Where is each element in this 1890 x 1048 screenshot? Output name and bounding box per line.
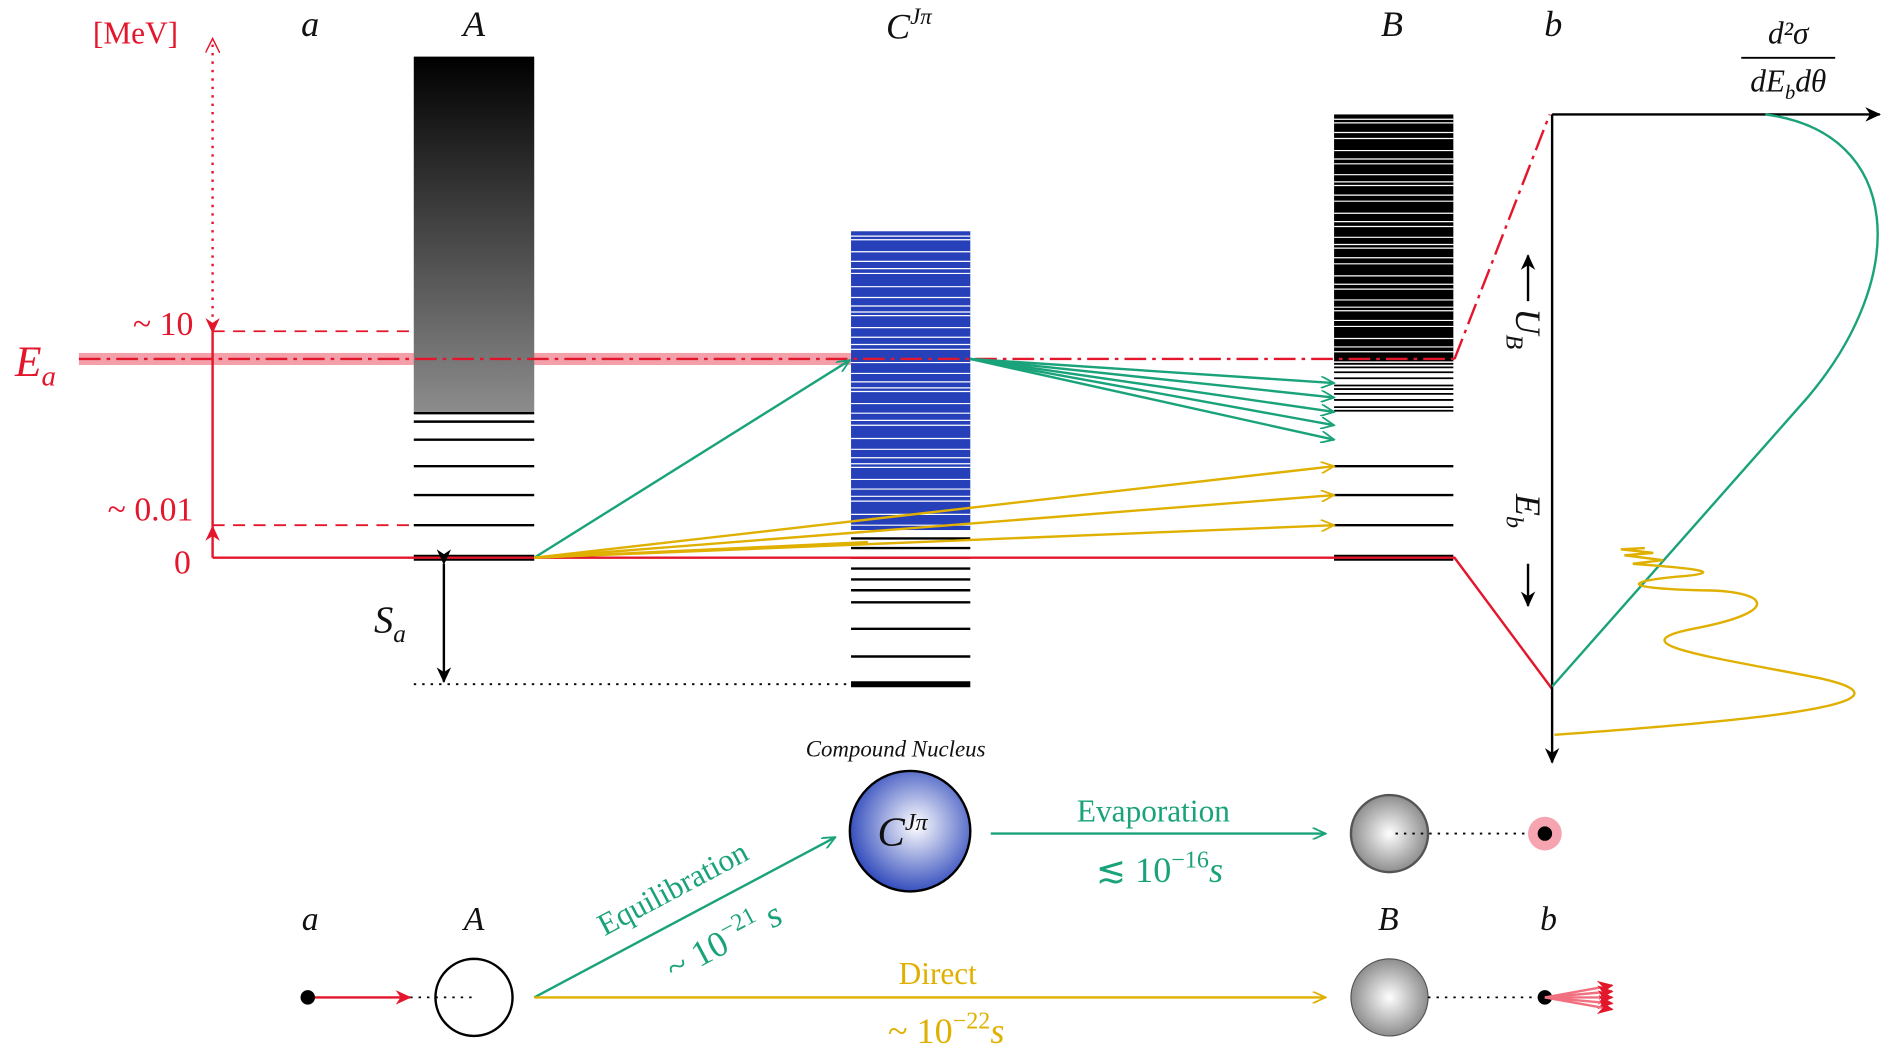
e-label: Eb: [1500, 493, 1548, 528]
label-B: B: [1378, 901, 1399, 938]
projectile: [301, 990, 315, 1004]
separation: Sa: [374, 599, 406, 648]
beam-energy: Ea: [14, 338, 56, 393]
label-A: A: [461, 4, 486, 44]
target-nucleus: [435, 959, 512, 1036]
equilibration-time: ~ 10−21 s: [658, 892, 789, 988]
ground-line: [213, 558, 1553, 689]
unit: [MeV]: [93, 15, 178, 50]
direct-spectrum: [1555, 548, 1855, 735]
levels-layer: [79, 39, 1880, 1036]
tick-low: ~ 0.01: [108, 491, 194, 528]
tick-high: ~ 10: [133, 306, 193, 343]
label-a: a: [302, 901, 319, 938]
compound-caption: Compound Nucleus: [806, 736, 986, 761]
u-label: UB: [1500, 308, 1548, 349]
direct: Direct: [899, 956, 978, 991]
label-a: a: [301, 4, 319, 44]
label-b: b: [1544, 4, 1562, 44]
label-compound: CJπ: [886, 4, 932, 46]
residual-nucleus: [1351, 959, 1428, 1036]
transition: [970, 359, 1334, 412]
tick-zero: 0: [174, 544, 191, 581]
label-b: b: [1540, 901, 1557, 938]
numerator: d²σ: [1768, 15, 1810, 50]
label-B: B: [1381, 4, 1403, 44]
direct-time: ~ 10−22s: [888, 1009, 1004, 1048]
residual-nucleus: [1351, 795, 1428, 872]
ejectile: [1538, 826, 1552, 840]
denominator: dEbdθ: [1750, 64, 1826, 104]
evaporation: Evaporation: [1077, 794, 1230, 829]
evaporation-spectrum: [1552, 114, 1878, 686]
diagram: [MeV] ~ 10 ~ 0.01 0 Ea a A CJπ B b Sa d²…: [0, 0, 1890, 1048]
continuum-compound: [851, 231, 970, 530]
label-A: A: [462, 901, 485, 938]
evaporation-time: ≲ 10−16s: [1096, 847, 1223, 889]
